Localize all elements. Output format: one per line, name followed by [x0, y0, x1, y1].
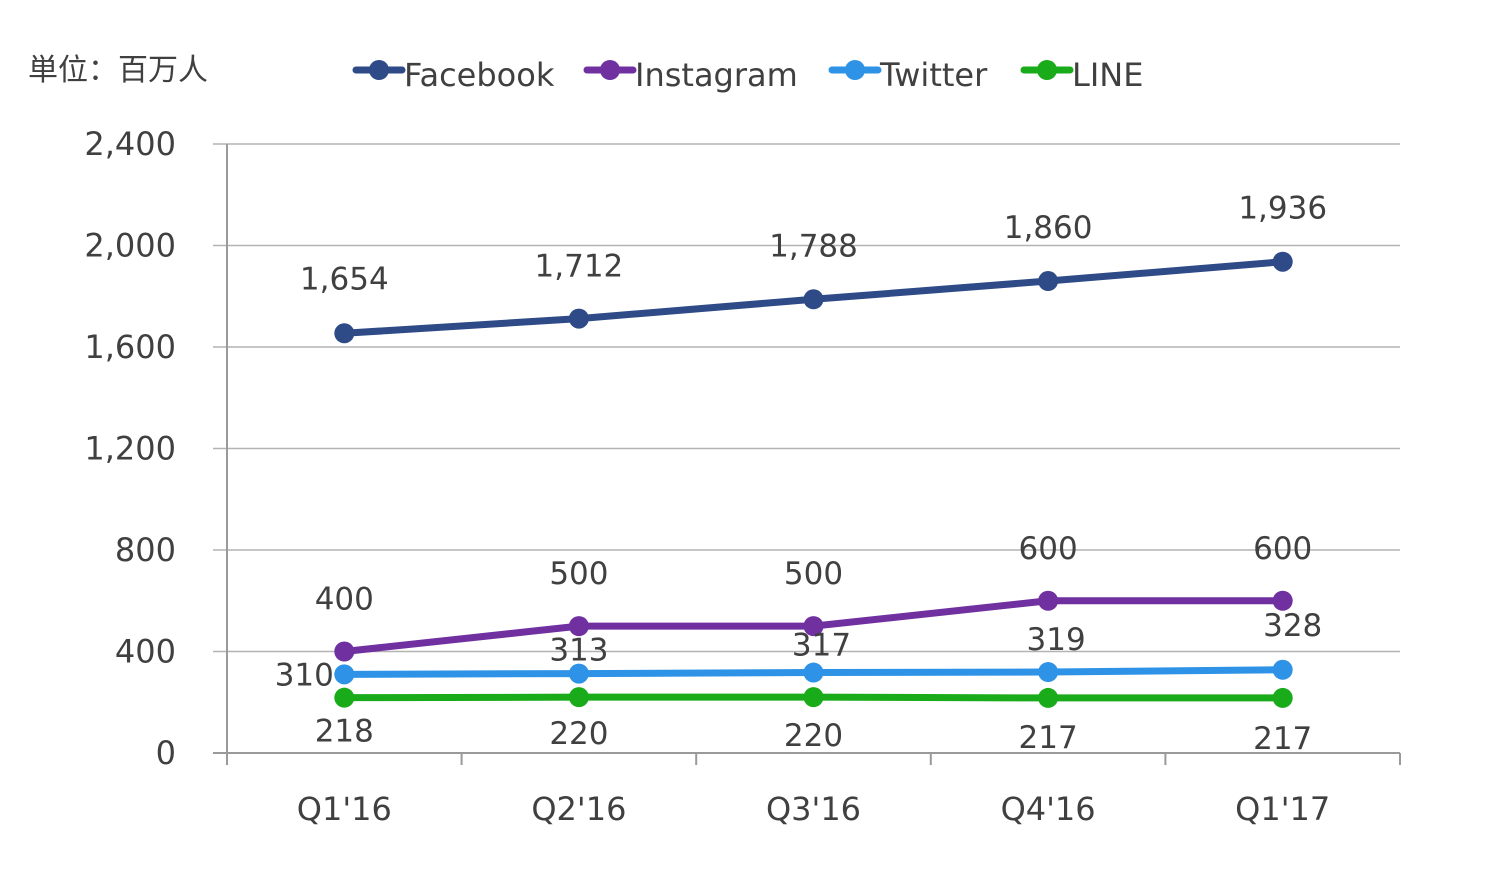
y-axis-tick-labels: 0 400 800 1,200 1,600 2,000 2,400 — [84, 125, 176, 772]
legend-item-twitter: Twitter — [828, 56, 988, 94]
data-point-line — [334, 687, 355, 708]
data-label-facebook: 1,654 — [300, 261, 389, 297]
data-label-twitter: 310 — [275, 657, 334, 693]
series-twitter — [334, 659, 1293, 685]
data-label-line: 218 — [315, 714, 374, 750]
legend-label: LINE — [1072, 56, 1143, 94]
x-tick-label: Q1'17 — [1235, 790, 1330, 828]
data-point-line — [803, 687, 824, 708]
legend-label: Facebook — [404, 56, 555, 94]
data-label-facebook: 1,788 — [769, 228, 858, 264]
legend-label: Twitter — [879, 56, 988, 94]
data-label-line: 217 — [1019, 720, 1078, 756]
data-label-instagram: 400 — [315, 582, 374, 618]
data-point-facebook — [1038, 271, 1059, 292]
data-label-line: 220 — [784, 718, 843, 754]
y-tick-label: 400 — [115, 633, 176, 671]
x-tick-label: Q3'16 — [766, 790, 861, 828]
y-tick-label: 0 — [156, 734, 176, 772]
series-lines — [334, 251, 1293, 708]
data-point-twitter — [568, 663, 589, 684]
data-label-twitter: 313 — [549, 633, 608, 669]
data-label-facebook: 1,860 — [1004, 210, 1093, 246]
data-label-facebook: 1,712 — [535, 249, 624, 285]
legend-item-line: LINE — [1020, 56, 1143, 94]
data-label-instagram: 500 — [784, 556, 843, 592]
data-point-twitter — [1272, 659, 1293, 680]
data-point-facebook — [1272, 251, 1293, 272]
data-point-instagram — [568, 616, 589, 637]
legend-swatch-marker — [600, 60, 620, 80]
x-axis-tick-labels: Q1'16 Q2'16 Q3'16 Q4'16 Q1'17 — [297, 790, 1330, 828]
data-point-twitter — [334, 664, 355, 685]
y-tick-label: 2,000 — [84, 227, 176, 265]
data-labels: 1,654 1,712 1,788 1,860 1,936 400 500 500 600 600… — [275, 191, 1327, 757]
legend-swatch-marker — [369, 60, 389, 80]
data-label-twitter: 328 — [1263, 608, 1322, 644]
data-point-line — [1272, 687, 1293, 708]
data-point-instagram — [803, 616, 824, 637]
data-label-facebook: 1,936 — [1238, 191, 1327, 227]
axes — [226, 144, 1401, 765]
y-tick-label: 2,400 — [84, 125, 176, 163]
data-label-instagram: 600 — [1253, 531, 1312, 567]
legend-label: Instagram — [635, 56, 798, 94]
y-tick-label: 800 — [115, 531, 176, 569]
data-point-line — [568, 687, 589, 708]
data-point-facebook — [334, 323, 355, 344]
x-tick-label: Q1'16 — [297, 790, 392, 828]
data-point-instagram — [1272, 590, 1293, 611]
data-point-instagram — [334, 641, 355, 662]
series-line — [334, 687, 1293, 708]
data-point-facebook — [803, 289, 824, 310]
legend: Facebook Instagram Twitter LINE — [352, 56, 1143, 94]
data-point-twitter — [803, 662, 824, 683]
data-label-line: 220 — [549, 716, 608, 752]
data-point-twitter — [1038, 662, 1059, 683]
data-label-instagram: 600 — [1019, 531, 1078, 567]
series-facebook — [334, 251, 1293, 344]
data-point-facebook — [568, 308, 589, 329]
y-tick-label: 1,200 — [84, 430, 176, 468]
x-tick-label: Q4'16 — [1001, 790, 1096, 828]
data-label-twitter: 319 — [1027, 622, 1086, 658]
gridlines — [213, 143, 1400, 754]
data-label-instagram: 500 — [549, 556, 608, 592]
legend-item-instagram: Instagram — [583, 56, 798, 94]
data-label-twitter: 317 — [792, 628, 851, 664]
data-label-line: 217 — [1253, 721, 1312, 757]
legend-item-facebook: Facebook — [352, 56, 555, 94]
legend-swatch-marker — [1037, 60, 1057, 80]
y-tick-label: 1,600 — [84, 328, 176, 366]
series-instagram — [334, 590, 1293, 662]
data-point-instagram — [1038, 590, 1059, 611]
x-tick-label: Q2'16 — [531, 790, 626, 828]
unit-label: 単位：百万人 — [28, 53, 208, 88]
data-point-line — [1038, 687, 1059, 708]
legend-swatch-marker — [845, 60, 865, 80]
